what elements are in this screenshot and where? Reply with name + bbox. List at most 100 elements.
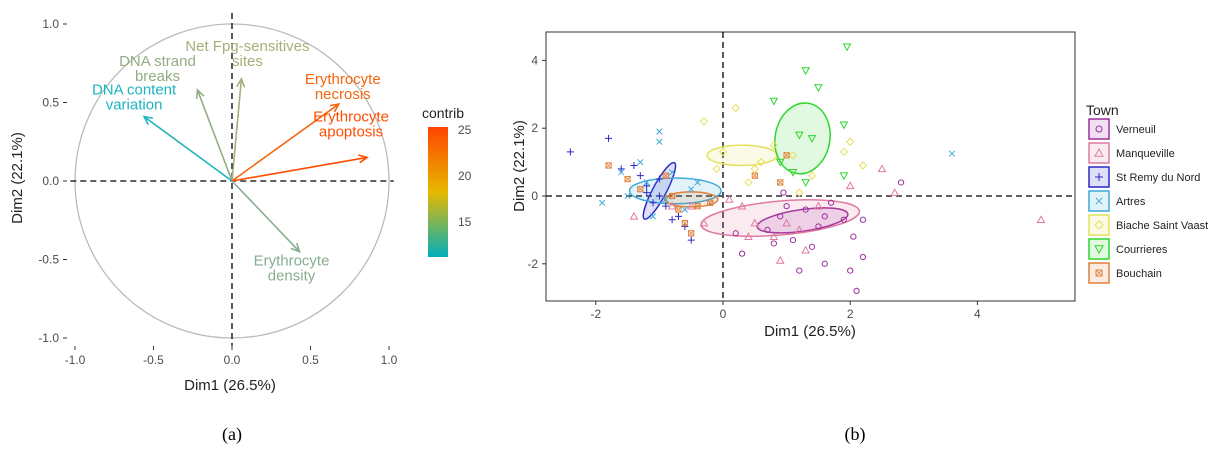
panel-b-x-axis-title: Dim1 (26.5%): [764, 323, 856, 340]
point-verneuil: [821, 260, 828, 267]
point-biache-saint-vaast: [731, 103, 740, 113]
vector-label: Erythrocyte: [313, 108, 389, 125]
panel-a-x-ticks: -1.0 -0.5 0.0 0.5 1.0: [65, 346, 398, 367]
panel-b-x-ticks: -2 0 2 4: [590, 301, 981, 321]
point-artres: [668, 169, 676, 176]
y-tick-label: -0.5: [38, 253, 59, 267]
point-manqueville: [794, 225, 804, 234]
point-courrieres: [839, 121, 849, 130]
legend-item-st-remy-du-nord: St Remy du Nord: [1088, 166, 1200, 188]
vector-label: density: [268, 268, 316, 285]
point-manqueville: [725, 194, 734, 203]
vector-arrow-head: [290, 242, 301, 253]
colorbar-tick-label: 15: [458, 215, 472, 229]
point-biache-saint-vaast: [807, 171, 817, 180]
legend-title: Town: [1086, 102, 1119, 118]
point-biache-saint-vaast: [795, 188, 804, 197]
point-artres: [656, 128, 663, 135]
vector-label: sites: [232, 53, 263, 70]
x-tick-label: -2: [590, 307, 601, 321]
ellipse-artres: [628, 177, 722, 205]
vector-arrow-shaft: [196, 89, 233, 182]
legend-key: [1088, 118, 1110, 140]
point-st-remy-du-nord: [674, 212, 682, 220]
point-biache-saint-vaast: [788, 151, 798, 160]
x-tick-label: 0: [720, 307, 727, 321]
point-verneuil: [853, 287, 860, 295]
x-tick-label: -1.0: [65, 353, 86, 367]
point-verneuil: [783, 203, 790, 210]
point-verneuil: [897, 179, 905, 186]
y-tick-label: 0.5: [42, 96, 59, 110]
vector-label: DNA strand: [119, 53, 196, 70]
legend-label: Manqueville: [1116, 148, 1175, 160]
point-bouchain: [681, 219, 688, 227]
vector-arrow-shaft: [231, 103, 340, 182]
point-artres: [948, 150, 956, 157]
point-bouchain: [783, 152, 790, 159]
x-tick-label: 1.0: [381, 353, 398, 367]
vector-label: Net Fpg-sensitives: [185, 38, 309, 55]
point-biache-saint-vaast: [718, 147, 728, 157]
point-verneuil: [808, 243, 816, 250]
legend-key-symbol: [1094, 220, 1104, 230]
panel-b-y-ticks: 4 2 0 -2: [527, 53, 546, 271]
y-tick-label: 4: [531, 53, 538, 67]
point-st-remy-du-nord: [630, 161, 638, 169]
point-artres: [643, 179, 650, 186]
point-courrieres: [839, 172, 849, 181]
point-courrieres: [814, 84, 823, 93]
point-biache-saint-vaast: [839, 147, 849, 157]
point-manqueville: [737, 201, 747, 210]
point-courrieres: [801, 67, 811, 76]
point-bouchain: [777, 179, 784, 186]
point-artres: [637, 158, 644, 166]
vector-label: DNA content: [92, 82, 177, 99]
point-biache-saint-vaast: [699, 117, 709, 126]
point-verneuil: [802, 206, 809, 213]
point-manqueville: [801, 245, 811, 254]
legend-label: Courrieres: [1116, 244, 1168, 256]
point-verneuil: [777, 213, 784, 220]
ellipse-bouchain: [663, 191, 719, 208]
point-verneuil: [780, 189, 787, 196]
x-tick-label: 2: [847, 307, 854, 321]
vector-arrow-head: [358, 154, 369, 164]
vector-label: breaks: [135, 68, 180, 85]
point-bouchain: [605, 162, 612, 169]
point-bouchain: [694, 203, 701, 210]
vector-arrow-head: [236, 77, 246, 88]
panel-a-y-ticks: -1.0 -0.5 0.0 0.5 1.0: [38, 17, 67, 345]
legend-item-courrieres: Courrieres: [1088, 238, 1168, 260]
x-tick-label: 4: [974, 307, 981, 321]
vector-label: Erythrocyte: [254, 253, 330, 270]
legend-item-bouchain: Bouchain: [1088, 262, 1162, 284]
point-artres: [599, 199, 606, 206]
panel-b-y-axis-title: Dim2 (22.1%): [511, 120, 528, 212]
legend-key-symbol: [1094, 245, 1104, 255]
y-tick-label: -1.0: [38, 331, 59, 345]
legend-item-manqueville: Manqueville: [1088, 142, 1175, 164]
y-tick-label: 0: [531, 189, 538, 203]
point-artres: [662, 196, 669, 203]
legend-key-symbol: [1095, 125, 1103, 133]
point-courrieres: [801, 179, 811, 187]
point-st-remy-du-nord: [649, 199, 657, 207]
legend-label: Biache Saint Vaast: [1116, 220, 1208, 232]
point-st-remy-du-nord: [668, 216, 676, 224]
legend-item-artres: Artres: [1088, 190, 1146, 212]
point-manqueville: [1036, 215, 1046, 224]
colorbar-title: contrib: [422, 105, 464, 121]
colorbar-tick-label: 25: [458, 123, 472, 137]
y-tick-label: -2: [527, 257, 538, 271]
point-verneuil: [859, 216, 867, 223]
individual-points: [566, 43, 1046, 295]
point-artres: [618, 169, 625, 176]
point-st-remy-du-nord: [605, 134, 613, 142]
point-verneuil: [764, 226, 771, 234]
panel-a-x-axis-title: Dim1 (26.5%): [184, 377, 276, 394]
legend-label: Artres: [1116, 196, 1146, 208]
